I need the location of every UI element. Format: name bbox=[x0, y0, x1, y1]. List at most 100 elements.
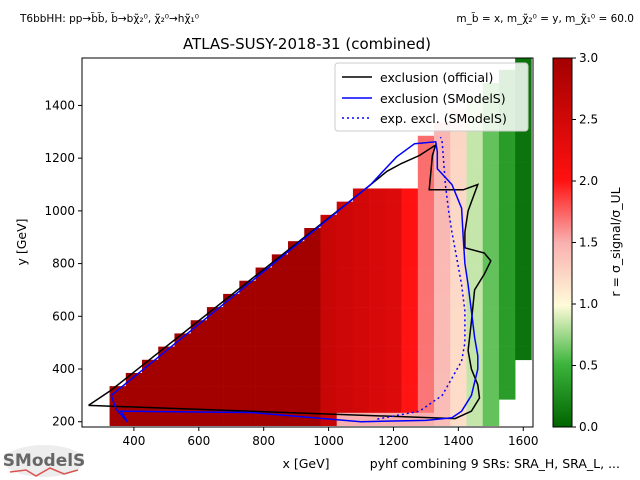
logo-text: SModelS bbox=[3, 451, 86, 471]
heatmap-cell bbox=[158, 386, 175, 400]
heatmap-cell bbox=[434, 201, 451, 216]
heatmap-cell bbox=[320, 214, 338, 229]
heatmap-cell bbox=[482, 162, 500, 176]
heatmap-cell bbox=[223, 372, 240, 387]
heatmap-cell bbox=[498, 201, 516, 216]
heatmap-cell bbox=[482, 267, 500, 282]
colorbar-label: r = σ_signal/σ_UL bbox=[608, 187, 623, 296]
heatmap-cell bbox=[304, 346, 321, 361]
heatmap-cell bbox=[223, 293, 240, 308]
heatmap-cell bbox=[515, 162, 532, 176]
heatmap-cell bbox=[336, 333, 354, 347]
heatmap-cell bbox=[190, 412, 208, 426]
heatmap-cell bbox=[288, 320, 305, 334]
heatmap-cell bbox=[417, 346, 435, 361]
heatmap-cell bbox=[434, 228, 451, 242]
heatmap-cell bbox=[288, 412, 305, 426]
heatmap-cell bbox=[434, 333, 451, 347]
heatmap-cell bbox=[304, 399, 321, 413]
heatmap-cell bbox=[498, 241, 516, 255]
heatmap-cell bbox=[434, 175, 451, 189]
plot-frame bbox=[81, 57, 534, 428]
expected-smodels-line bbox=[377, 136, 466, 420]
heatmap-cell bbox=[515, 228, 532, 242]
heatmap-cell bbox=[223, 412, 240, 426]
heatmap-cell bbox=[385, 359, 402, 374]
heatmap-cell bbox=[385, 307, 402, 321]
heatmap-cell bbox=[482, 135, 500, 150]
heatmap-cell bbox=[320, 333, 338, 347]
heatmap-cell bbox=[498, 162, 516, 176]
heatmap-cell bbox=[482, 280, 500, 295]
heatmap-cell bbox=[498, 333, 516, 347]
heatmap-cell bbox=[142, 386, 159, 400]
heatmap-cell bbox=[434, 214, 451, 229]
heatmap-cell bbox=[515, 254, 532, 268]
heatmap-cells bbox=[109, 58, 532, 426]
heatmap-cell bbox=[417, 386, 435, 400]
heatmap-cell bbox=[239, 293, 256, 308]
colorbar-tick-label: 0.5 bbox=[579, 359, 598, 373]
colorbar-ticks: 0.0 0.5 1.0 1.5 2.0 2.5 3.0 bbox=[572, 51, 598, 434]
colorbar-tick-label: 2.5 bbox=[579, 113, 598, 127]
heatmap-cell bbox=[417, 333, 435, 347]
heatmap-cell bbox=[336, 399, 354, 413]
heatmap-cell bbox=[223, 386, 240, 400]
heatmap-cell bbox=[190, 333, 208, 347]
heatmap-cell bbox=[255, 359, 273, 374]
heatmap-cell bbox=[206, 386, 224, 400]
heatmap-cell bbox=[515, 293, 532, 308]
heatmap-cell bbox=[206, 333, 224, 347]
heatmap-cell bbox=[190, 359, 208, 374]
heatmap-cell bbox=[417, 293, 435, 308]
heatmap-cell bbox=[320, 254, 338, 268]
heatmap-cell bbox=[515, 188, 532, 202]
heatmap-cell bbox=[336, 280, 354, 295]
heatmap-cell bbox=[352, 359, 370, 374]
heatmap-cell bbox=[352, 372, 370, 387]
heatmap-cell bbox=[239, 399, 256, 413]
colorbar-tick-label: 0.0 bbox=[579, 420, 598, 434]
heatmap-cell bbox=[239, 333, 256, 347]
heatmap-cell bbox=[498, 148, 516, 163]
heatmap-cell bbox=[125, 372, 143, 387]
heatmap-cell bbox=[434, 307, 451, 321]
heatmap-cell bbox=[190, 372, 208, 387]
heatmap-cell bbox=[466, 386, 484, 400]
heatmap-cell bbox=[336, 346, 354, 361]
heatmap-cell bbox=[223, 307, 240, 321]
heatmap-cell bbox=[158, 359, 175, 374]
heatmap-cell bbox=[498, 135, 516, 150]
heatmap-cell bbox=[125, 386, 143, 400]
heatmap-cell bbox=[434, 148, 451, 163]
heatmap-cell bbox=[466, 320, 484, 334]
heatmap-cell bbox=[304, 307, 321, 321]
heatmap-cell bbox=[482, 188, 500, 202]
heatmap-cell bbox=[352, 267, 370, 282]
heatmap-cell bbox=[466, 214, 484, 229]
heatmap-cell bbox=[369, 320, 386, 334]
x-tick-label: 1400 bbox=[443, 434, 474, 448]
heatmap-cell bbox=[450, 148, 467, 163]
heatmap-cell bbox=[498, 267, 516, 282]
heatmap-cell bbox=[369, 254, 386, 268]
heatmap-cell bbox=[515, 333, 532, 347]
heatmap-cell bbox=[417, 280, 435, 295]
heatmap-cell bbox=[498, 188, 516, 202]
heatmap-cell bbox=[304, 412, 321, 426]
heatmap-cell bbox=[255, 267, 273, 282]
heatmap-cell bbox=[450, 386, 467, 400]
heatmap-cell bbox=[385, 346, 402, 361]
heatmap-cell bbox=[482, 372, 500, 387]
heatmap-cell bbox=[336, 412, 354, 426]
heatmap-cell bbox=[336, 228, 354, 242]
x-axis-label: x [GeV] bbox=[282, 456, 329, 471]
heatmap-cell bbox=[352, 293, 370, 308]
heatmap-cell bbox=[352, 346, 370, 361]
heatmap-cell bbox=[320, 386, 338, 400]
heatmap-cell bbox=[450, 214, 467, 229]
heatmap-cell bbox=[466, 135, 484, 150]
heatmap-cell bbox=[288, 359, 305, 374]
top-right-label: m_b̃ = x, m_χ̃₂⁰ = y, m_χ̃₁⁰ = 60.0 bbox=[456, 12, 634, 25]
heatmap-cell bbox=[369, 386, 386, 400]
